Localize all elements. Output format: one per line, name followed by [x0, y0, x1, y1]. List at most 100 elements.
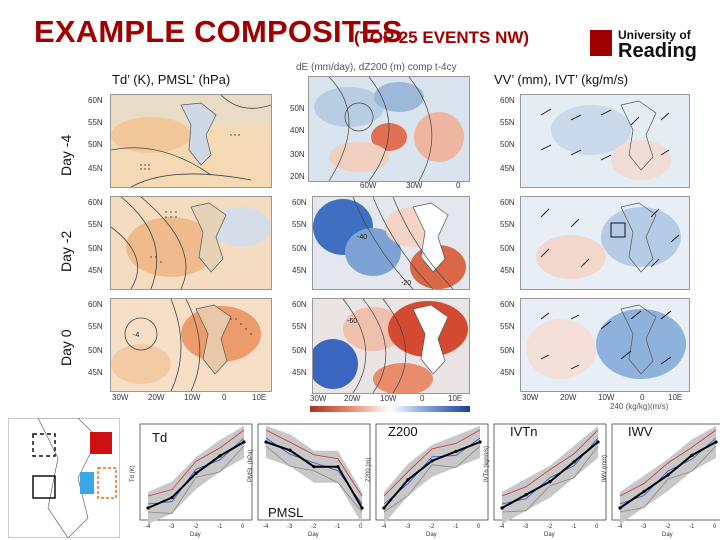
lat-tick: 55N	[88, 220, 103, 229]
reference-line	[619, 429, 717, 497]
lat-tick: 60N	[88, 96, 103, 105]
reference-line	[383, 429, 481, 497]
x-axis-label: Day	[190, 532, 201, 538]
slide-title: EXAMPLE COMPOSITES	[34, 14, 403, 49]
x-tick-label: -2	[547, 524, 553, 530]
data-point	[666, 473, 670, 477]
colorbar	[310, 406, 470, 412]
data-point	[524, 493, 528, 497]
lat-tick: 60N	[292, 198, 307, 207]
lon-tick: 20W	[344, 394, 361, 403]
lat-tick: 45N	[88, 266, 103, 275]
x-tick-label: -1	[689, 524, 695, 530]
vector-scale-label: 240 (kg/kg)(m/s)	[610, 402, 669, 411]
y-axis-label: Td (K)	[130, 465, 136, 482]
lon-tick: 30W	[310, 394, 327, 403]
lat-tick: 60N	[292, 300, 307, 309]
row-label-day-minus2: Day -2	[58, 230, 74, 272]
reference-line	[147, 445, 245, 514]
lat-tick: 50N	[500, 140, 515, 149]
domain-map	[8, 418, 120, 538]
data-point	[548, 480, 552, 484]
row-label-day-0: Day 0	[58, 329, 74, 366]
lat-tick: 45N	[88, 164, 103, 173]
map-td-day-minus2	[110, 196, 272, 290]
data-point	[642, 489, 646, 494]
x-tick-label: -4	[263, 524, 269, 530]
lat-tick: 50N	[292, 346, 307, 355]
x-axis-label: Day	[308, 532, 319, 538]
lon-tick: 10W	[380, 394, 397, 403]
map-td-day-0: -4	[110, 298, 272, 392]
map-ivt-day-minus2	[520, 196, 690, 290]
x-axis-label: Day	[662, 532, 673, 538]
reference-line	[265, 445, 363, 513]
data-point	[478, 440, 482, 444]
dashed-box-icon	[32, 433, 56, 457]
contour-label: -4	[133, 332, 139, 339]
shield-icon	[590, 30, 612, 56]
lat-tick: 55N	[88, 322, 103, 331]
lat-tick: 60N	[88, 300, 103, 309]
chart-label-iwv: IWV	[628, 424, 653, 439]
chart-panel-z200: -4 -3 -2 -1 0 Day Z200 (m)	[366, 423, 489, 538]
data-point	[714, 440, 718, 444]
lat-tick: 55N	[292, 322, 307, 331]
lat-tick: 55N	[500, 220, 515, 229]
reference-line	[147, 429, 245, 497]
blue-box-icon	[80, 472, 94, 494]
lon-tick: 0	[640, 393, 645, 402]
lat-tick: 45N	[500, 368, 515, 377]
lon-tick: 30W	[112, 393, 129, 402]
x-tick-label: -3	[641, 524, 647, 530]
lon-tick: 0	[420, 394, 425, 403]
x-axis-label: Day	[426, 532, 437, 538]
data-point	[406, 478, 410, 482]
uncertainty-band	[502, 426, 598, 524]
x-tick-label: -4	[145, 524, 151, 530]
data-point	[360, 506, 364, 510]
logo-line2: Reading	[618, 40, 697, 62]
map-de-day-minus4	[308, 76, 470, 182]
x-tick-label: -4	[617, 524, 623, 530]
lat-tick: 60N	[500, 96, 515, 105]
chart-label-pmsl: PMSL	[268, 505, 304, 520]
lat-tick: 50N	[88, 244, 103, 253]
map-td-day-minus4	[110, 94, 272, 188]
reference-line	[619, 437, 717, 505]
lat-tick: 50N	[500, 244, 515, 253]
uncertainty-band	[148, 426, 244, 524]
lat-tick: 60N	[88, 198, 103, 207]
data-point	[312, 465, 316, 469]
x-tick-label: -3	[169, 524, 175, 530]
chart-panel-ivtn: -4 -3 -2 -1 0 Day IVTn (kg/m/s)	[484, 423, 607, 538]
data-point	[596, 440, 600, 444]
x-axis-label: Day	[544, 532, 555, 538]
logo-line1: University of	[618, 28, 691, 42]
mid-lat-tick: 50N	[290, 104, 305, 113]
data-point	[264, 440, 268, 444]
lat-tick: 50N	[500, 346, 515, 355]
lat-tick: 45N	[500, 164, 515, 173]
contour-label: -60	[347, 318, 357, 325]
data-point	[618, 506, 622, 510]
data-point	[382, 506, 386, 510]
x-tick-label: -2	[429, 524, 435, 530]
x-tick-label: -3	[405, 524, 411, 530]
mid-lat-tick: 20N	[290, 172, 305, 181]
lon-tick: 10W	[184, 393, 201, 402]
mid-lon-tick: 30W	[406, 181, 423, 190]
orange-box-icon	[97, 467, 117, 499]
map-de-day-minus2: -40 -20	[312, 196, 470, 290]
x-tick-label: -1	[217, 524, 223, 530]
data-point	[336, 465, 340, 469]
lat-tick: 55N	[500, 118, 515, 127]
x-tick-label: -3	[287, 524, 293, 530]
middle-panel-label: dE (mm/day), dZ200 (m) comp t-4cy	[296, 62, 457, 73]
mid-lon-tick: 0	[456, 181, 461, 190]
contour-label: -20	[401, 280, 411, 287]
x-tick-label: -1	[571, 524, 577, 530]
red-box-icon	[90, 432, 112, 454]
lon-tick: 20W	[560, 393, 577, 402]
chart-panel-iwv: -4 -3 -2 -1 0 Day IWV (mm)	[602, 423, 720, 538]
